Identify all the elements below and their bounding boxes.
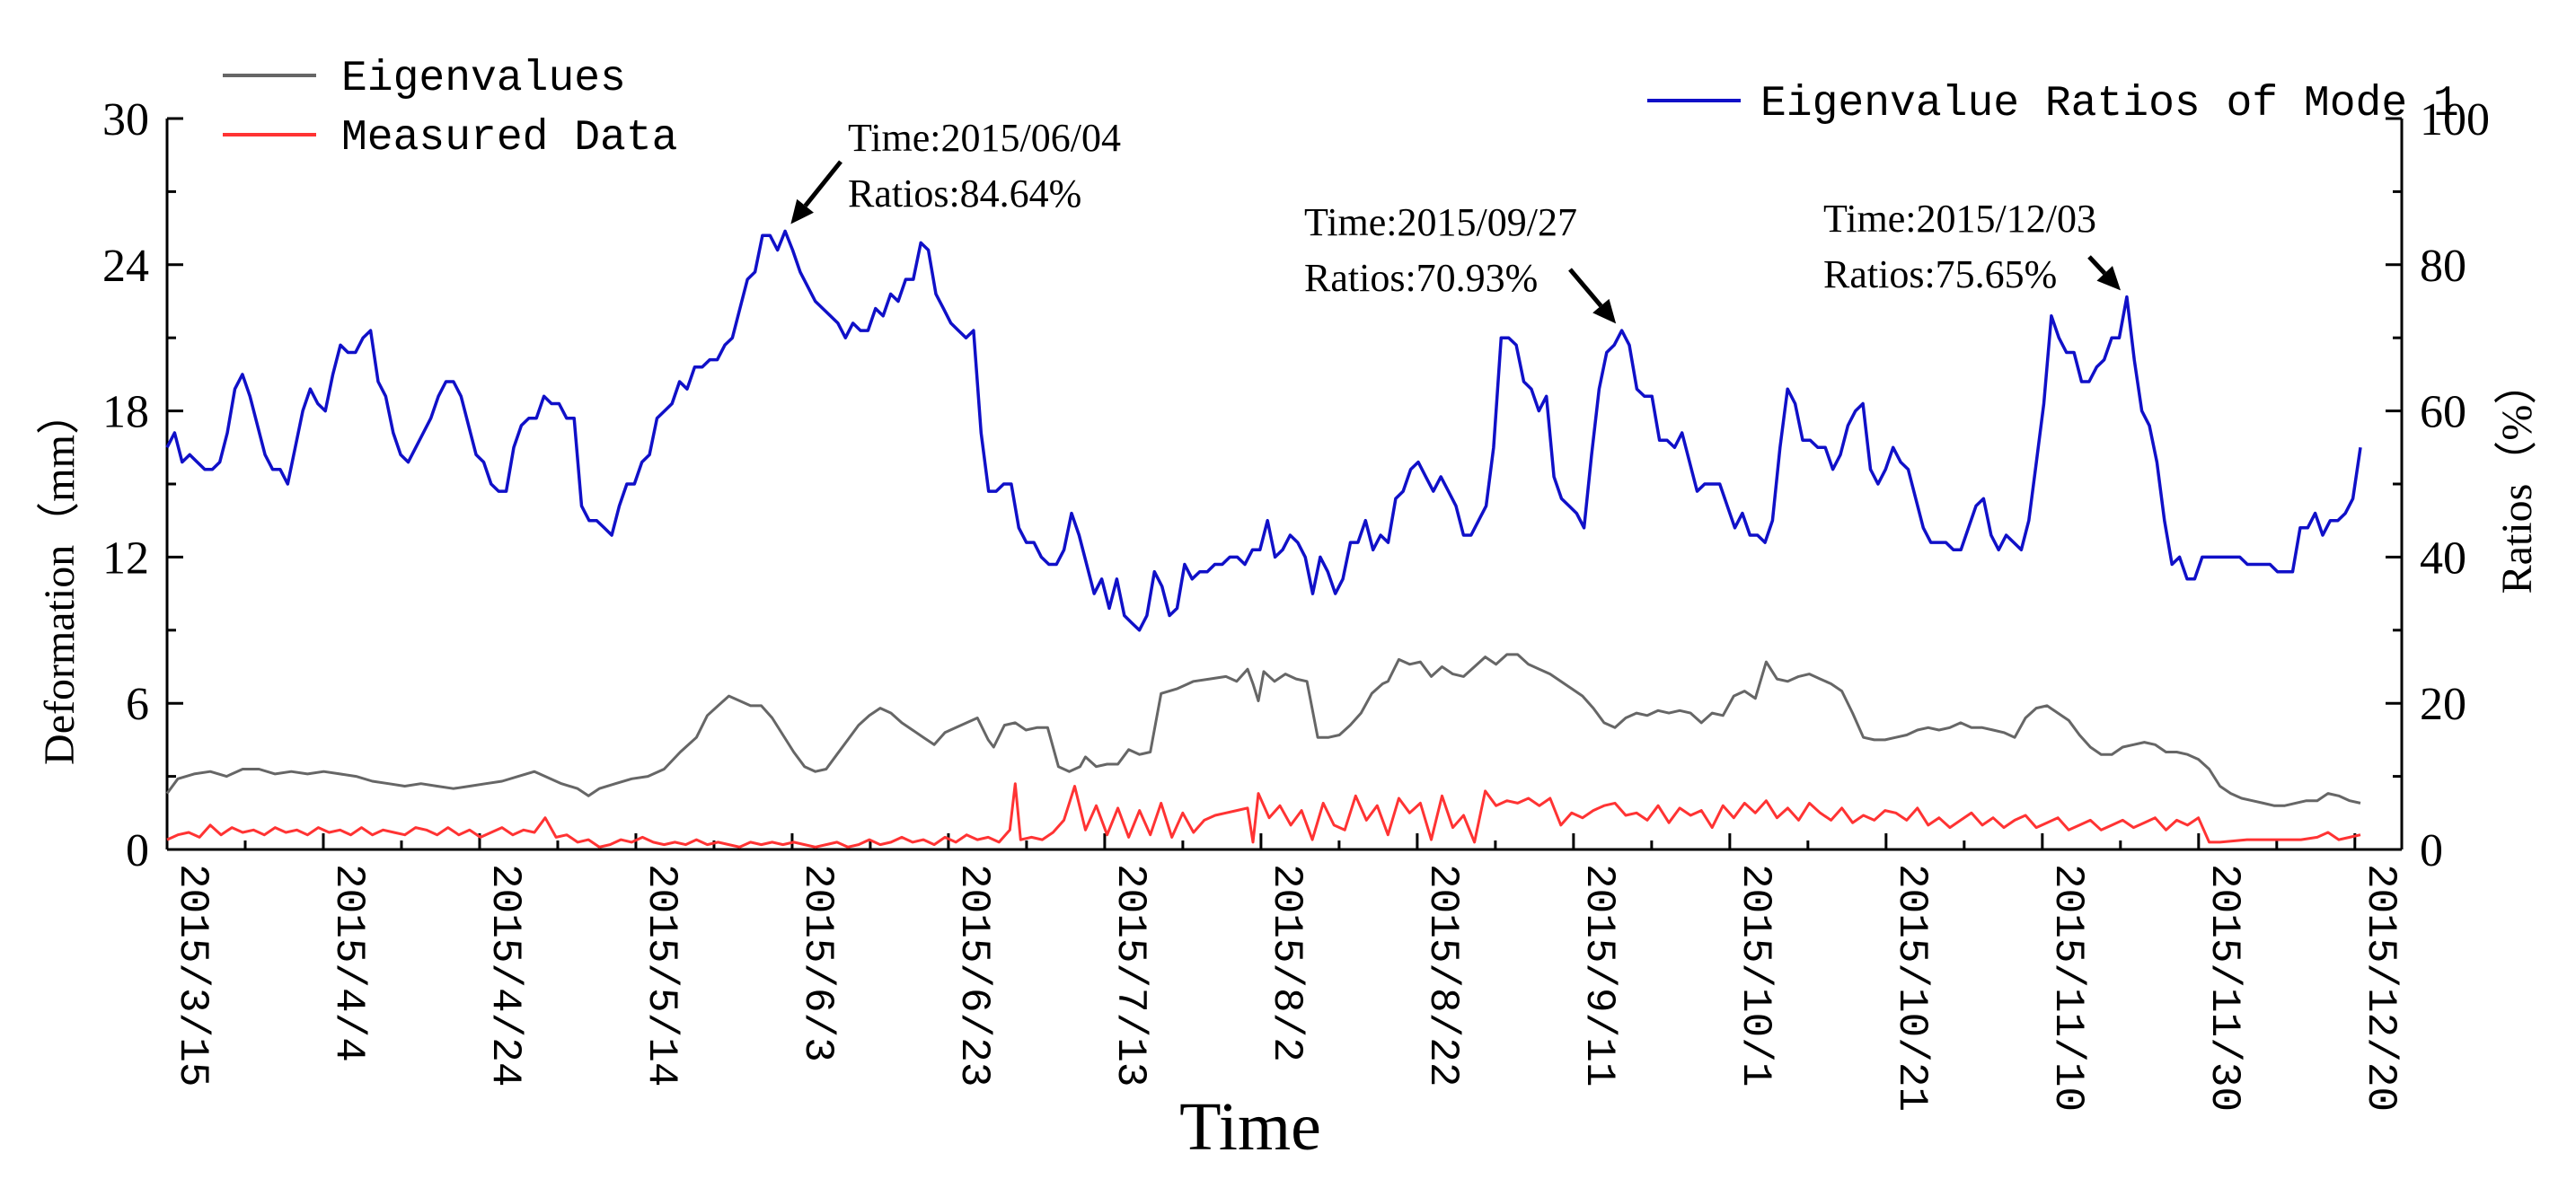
x-tick-label: 2015/6/23 <box>950 864 997 1087</box>
legend-label-ratios: Eigenvalue Ratios of Mode 1 <box>1760 80 2459 128</box>
y-axis-title-left: Deformation（mm） <box>36 392 84 765</box>
y-tick-label-right: 100 <box>2420 94 2490 145</box>
series-line-measured-data <box>166 782 2361 849</box>
annotation-arrow-2 <box>1568 268 1603 308</box>
x-tick-label: 2015/4/4 <box>325 864 372 1062</box>
y-tick-label-right: 40 <box>2420 532 2466 584</box>
x-tick-label: 2015/9/11 <box>1575 864 1622 1087</box>
x-tick-label: 2015/4/24 <box>481 864 528 1087</box>
y-tick-label-left: 18 <box>102 387 149 438</box>
x-axis-title: Time <box>1179 1089 1321 1165</box>
legend-label-eigenvalues: Eigenvalues <box>341 55 626 103</box>
annotation-arrow-3 <box>2087 255 2107 276</box>
y-axis-title-right: Ratios（%） <box>2493 362 2541 594</box>
annotation-ratio-1: Ratios:84.64% <box>848 172 1081 216</box>
y-tick-label-left: 30 <box>102 94 149 145</box>
x-tick-label: 2015/10/1 <box>1732 864 1778 1087</box>
x-tick-label: 2015/3/15 <box>169 864 216 1087</box>
annotation-ratio-3: Ratios:75.65% <box>1823 252 2057 296</box>
x-tick-label: 2015/11/30 <box>2201 864 2247 1112</box>
y-tick-label-right: 80 <box>2420 241 2466 292</box>
y-tick-label-left: 24 <box>102 241 149 292</box>
x-tick-label: 2015/8/22 <box>1419 864 1466 1087</box>
y-tick-label-right: 60 <box>2420 387 2466 438</box>
annotation-time-1: Time:2015/06/04 <box>848 116 1121 160</box>
annotation-ratio-2: Ratios:70.93% <box>1304 256 1538 300</box>
legend-label-measured: Measured Data <box>341 114 677 163</box>
x-tick-label: 2015/11/10 <box>2044 864 2091 1112</box>
y-tick-label-left: 12 <box>102 532 149 584</box>
y-tick-label-right: 0 <box>2420 825 2443 876</box>
y-tick-label-left: 0 <box>126 825 149 876</box>
legend-right: Eigenvalue Ratios of Mode 1 <box>1647 80 2459 128</box>
annotation-arrowhead-2 <box>1592 298 1617 324</box>
x-tick-label: 2015/6/3 <box>794 864 841 1062</box>
x-tick-label: 2015/7/13 <box>1107 864 1153 1087</box>
x-tick-label: 2015/12/20 <box>2357 864 2404 1112</box>
x-tick-label: 2015/5/14 <box>638 864 684 1087</box>
series-layer <box>165 229 2362 849</box>
annotation-arrowhead-1 <box>790 198 814 224</box>
series-line-eigenvalue-ratios-of-mode-1 <box>165 229 2362 632</box>
annotation-arrow-1 <box>803 160 842 207</box>
annotations-layer <box>790 160 2122 324</box>
annotation-time-3: Time:2015/12/03 <box>1823 197 2096 241</box>
x-tick-label: 2015/10/21 <box>1888 864 1935 1112</box>
x-tick-label: 2015/8/2 <box>1263 864 1310 1062</box>
y-tick-label-left: 6 <box>126 679 149 730</box>
series-line-eigenvalues <box>165 653 2361 807</box>
y-tick-label-right: 20 <box>2420 679 2466 730</box>
legend-left: Eigenvalues Measured Data <box>223 55 677 163</box>
annotation-time-2: Time:2015/09/27 <box>1304 200 1577 244</box>
annotation-arrowhead-3 <box>2096 266 2122 291</box>
axes-layer: 0 6 12 18 24 30 0 20 40 60 80 100 2015/3/15 2015/4/4 2… <box>102 94 2490 1112</box>
